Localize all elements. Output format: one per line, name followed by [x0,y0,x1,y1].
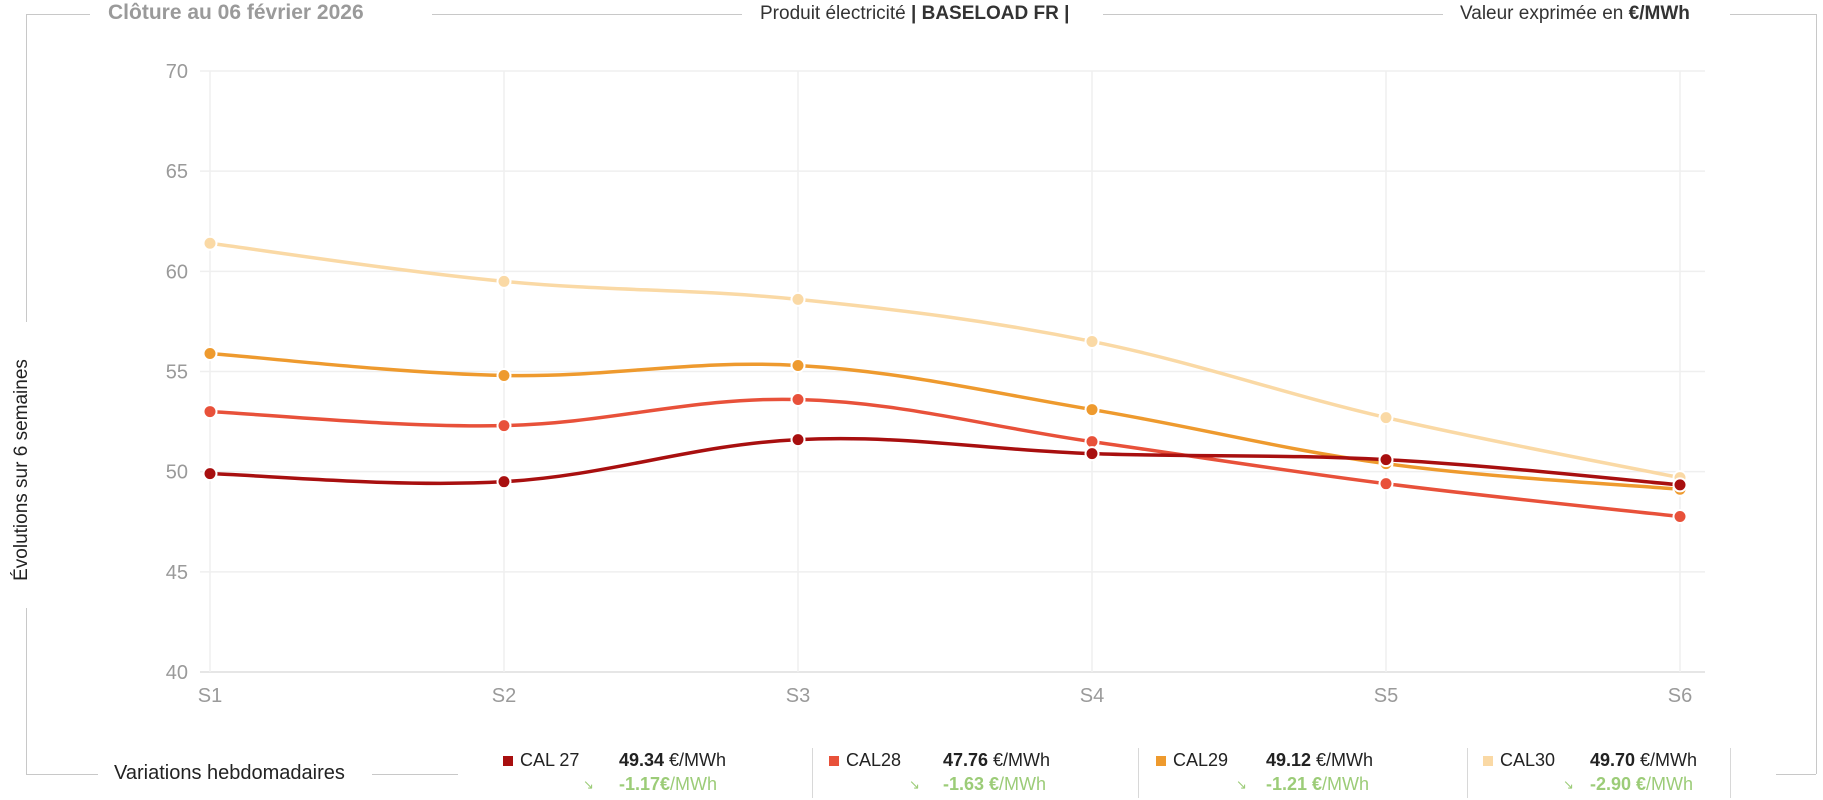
trend-down-icon: ↘ [1236,777,1247,792]
x-tick-label: S3 [786,685,810,707]
legend-separator [1730,748,1731,798]
series-layer [202,235,1688,525]
data-point-cal30 [1084,333,1100,349]
product-name: | BASELOAD FR | [911,3,1070,24]
legend-value: 49.70 €/MWh [1590,750,1698,770]
y-tick-label: 40 [166,662,188,684]
y-tick-label: 65 [166,161,188,183]
y-tick-label: 50 [166,462,188,484]
legend-name: CAL28 [846,750,902,770]
data-point-cal28 [496,418,512,434]
legend-change: -1.21 €/MWh [1266,774,1370,794]
x-tick-label: S4 [1080,685,1104,707]
y-tick-label: 60 [166,261,188,283]
data-point-cal29 [496,368,512,384]
axis-layer: 40 45 50 55 60 65 70 S1 S2 S3 S4 S5 S6 [166,61,1692,707]
data-point-cal27 [202,466,218,482]
data-point-cal28 [202,404,218,420]
legend-name: CAL30 [1500,750,1556,770]
series-line-cal30 [208,241,1682,480]
frame-right [1816,14,1817,774]
trend-down-icon: ↘ [583,777,594,792]
frame-top-mid-2 [1103,14,1443,15]
weekly-variations-label: Variations hebdomadaires [106,762,353,785]
legend-value: 47.76 €/MWh [943,750,1051,770]
legend-change: -1.17€/MWh [619,774,718,794]
unit-prefix: Valeur exprimée en [1460,3,1624,24]
series-line-cal28 [208,397,1682,519]
y-tick-label: 70 [166,61,188,83]
legend-change: -1.63 €/MWh [943,774,1047,794]
unit-label: Valeur exprimée en €/MWh [1452,0,1698,28]
frame-bottom-right [1776,774,1816,775]
frame-left-bottom [26,608,27,774]
data-point-cal27 [1084,446,1100,462]
trend-down-icon: ↘ [1563,777,1574,792]
data-point-cal30 [496,273,512,289]
frame-top-mid-1 [432,14,742,15]
frame-bottom-left [26,774,98,775]
legend-name: CAL29 [1173,750,1229,770]
data-point-cal27 [790,432,806,448]
data-point-cal29 [790,357,806,373]
product-label: Produit électricité | BASELOAD FR | [752,0,1078,28]
data-point-cal29 [202,345,218,361]
data-point-cal29 [1084,402,1100,418]
y-tick-label: 45 [166,562,188,584]
legend-swatch [503,756,513,766]
data-point-cal30 [790,291,806,307]
data-point-cal28 [790,392,806,408]
frame-bottom-mid [372,774,458,775]
frame-top-left [26,14,90,15]
data-point-cal27 [1378,452,1394,468]
frame-left-top [26,14,27,322]
trend-down-icon: ↘ [909,777,920,792]
x-tick-label: S2 [492,685,516,707]
x-tick-label: S5 [1374,685,1398,707]
product-prefix: Produit électricité [760,3,906,24]
y-tick-label: 55 [166,362,188,384]
legend-value: 49.12 €/MWh [1266,750,1374,770]
legend-swatch [1483,756,1493,766]
legend-swatch [1156,756,1166,766]
legend-swatch [829,756,839,766]
line-chart: 40 45 50 55 60 65 70 S1 S2 S3 S4 S5 S6 [166,61,1705,707]
data-point-cal28 [1672,509,1688,525]
data-point-cal27 [496,474,512,490]
x-tick-label: S1 [198,685,222,707]
legend-change: -2.90 €/MWh [1590,774,1694,794]
grid-layer [200,70,1705,673]
legend-separator [1138,748,1139,798]
series-line-cal27 [208,436,1682,487]
data-point-cal28 [1378,476,1394,492]
data-point-cal30 [202,235,218,251]
x-tick-label: S6 [1668,685,1692,707]
legend-separator [812,748,813,798]
frame-top-right [1730,14,1816,15]
closing-date-title: Clôture au 06 février 2026 [100,0,372,26]
legend-separator [1467,748,1468,798]
legend-name: CAL 27 [520,750,580,770]
unit-value: €/MWh [1628,3,1690,24]
series-line-cal29 [208,351,1682,492]
data-point-cal30 [1378,410,1394,426]
data-point-cal27 [1672,477,1688,493]
legend-value: 49.34 €/MWh [619,750,727,770]
